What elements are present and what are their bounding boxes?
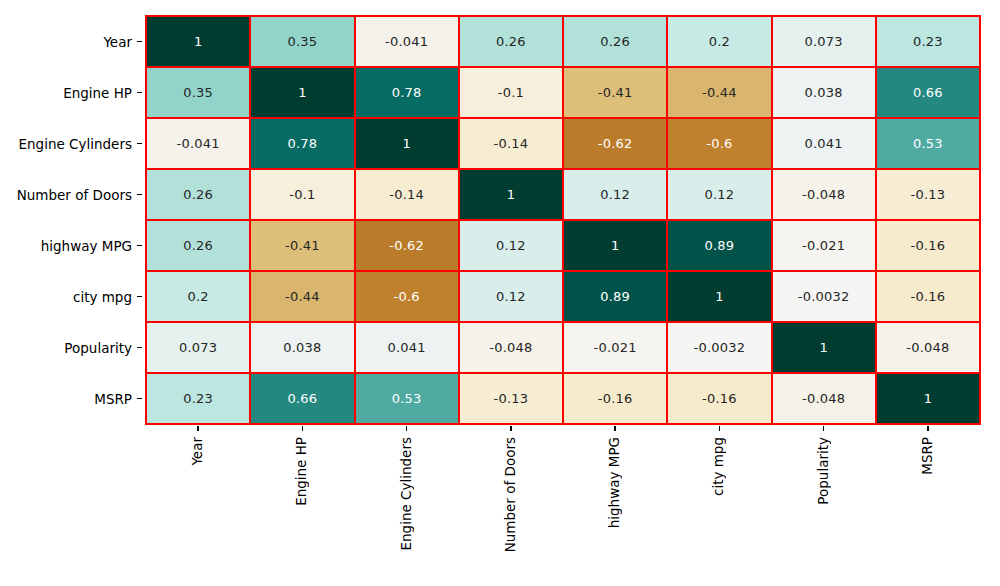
heatmap-cell-highway-mpg-number-of-doors: 0.12 xyxy=(460,221,562,270)
heatmap-cell-engine-cylinders-highway-mpg: -0.62 xyxy=(564,119,666,168)
y-tick-label-engine-cylinders: Engine Cylinders xyxy=(0,135,132,153)
heatmap-cell-year-engine-hp: 0.35 xyxy=(251,17,353,66)
heatmap-cell-engine-cylinders-popularity: 0.041 xyxy=(773,119,875,168)
heatmap-cell-popularity-popularity: 1 xyxy=(773,323,875,372)
x-tick-label-popularity: Popularity xyxy=(815,437,831,505)
heatmap-cell-engine-hp-year: 0.35 xyxy=(147,68,249,117)
heatmap-cell-number-of-doors-msrp: -0.13 xyxy=(877,170,979,219)
heatmap-cell-city-mpg-number-of-doors: 0.12 xyxy=(460,272,562,321)
heatmap-cell-city-mpg-engine-hp: -0.44 xyxy=(251,272,353,321)
x-tick-label-msrp: MSRP xyxy=(919,437,935,475)
heatmap-cell-engine-cylinders-engine-hp: 0.78 xyxy=(251,119,353,168)
heatmap-cell-engine-hp-highway-mpg: -0.41 xyxy=(564,68,666,117)
heatmap-cell-msrp-popularity: -0.048 xyxy=(773,374,875,423)
heatmap-cell-city-mpg-highway-mpg: 0.89 xyxy=(564,272,666,321)
heatmap-cell-engine-hp-engine-cylinders: 0.78 xyxy=(356,68,458,117)
heatmap-cell-popularity-city-mpg: -0.0032 xyxy=(668,323,770,372)
heatmap-cell-number-of-doors-popularity: -0.048 xyxy=(773,170,875,219)
heatmap-cell-number-of-doors-city-mpg: 0.12 xyxy=(668,170,770,219)
heatmap-cell-engine-cylinders-engine-cylinders: 1 xyxy=(356,119,458,168)
heatmap-cell-number-of-doors-number-of-doors: 1 xyxy=(460,170,562,219)
heatmap-cell-highway-mpg-year: 0.26 xyxy=(147,221,249,270)
heatmap-cell-highway-mpg-msrp: -0.16 xyxy=(877,221,979,270)
y-tick-label-msrp: MSRP xyxy=(0,390,132,408)
heatmap-cell-msrp-number-of-doors: -0.13 xyxy=(460,374,562,423)
x-tick-label-highway-mpg: highway MPG xyxy=(606,437,622,528)
heatmap-cell-year-engine-cylinders: -0.041 xyxy=(356,17,458,66)
heatmap-cell-highway-mpg-engine-hp: -0.41 xyxy=(251,221,353,270)
heatmap-cell-msrp-engine-cylinders: 0.53 xyxy=(356,374,458,423)
x-tick-label-year: Year xyxy=(189,437,205,466)
heatmap-cell-engine-cylinders-city-mpg: -0.6 xyxy=(668,119,770,168)
heatmap-cell-msrp-msrp: 1 xyxy=(877,374,979,423)
heatmap-cell-year-year: 1 xyxy=(147,17,249,66)
y-tick-mark xyxy=(137,92,142,94)
x-tick-mark xyxy=(823,426,825,431)
heatmap-cell-popularity-number-of-doors: -0.048 xyxy=(460,323,562,372)
heatmap-cell-highway-mpg-city-mpg: 0.89 xyxy=(668,221,770,270)
heatmap-cell-city-mpg-popularity: -0.0032 xyxy=(773,272,875,321)
y-tick-label-highway-mpg: highway MPG xyxy=(0,237,132,255)
x-tick-label-engine-hp: Engine HP xyxy=(293,437,309,506)
heatmap-cell-popularity-year: 0.073 xyxy=(147,323,249,372)
heatmap-cell-number-of-doors-year: 0.26 xyxy=(147,170,249,219)
heatmap-cell-engine-hp-number-of-doors: -0.1 xyxy=(460,68,562,117)
heatmap-cell-year-msrp: 0.23 xyxy=(877,17,979,66)
heatmap-cell-msrp-city-mpg: -0.16 xyxy=(668,374,770,423)
heatmap-cell-number-of-doors-highway-mpg: 0.12 xyxy=(564,170,666,219)
heatmap-cell-city-mpg-city-mpg: 1 xyxy=(668,272,770,321)
heatmap-cell-engine-cylinders-number-of-doors: -0.14 xyxy=(460,119,562,168)
y-tick-mark xyxy=(137,194,142,196)
heatmap-cell-city-mpg-msrp: -0.16 xyxy=(877,272,979,321)
x-tick-mark xyxy=(510,426,512,431)
y-tick-mark xyxy=(137,143,142,145)
heatmap-cell-city-mpg-engine-cylinders: -0.6 xyxy=(356,272,458,321)
heatmap-cell-city-mpg-year: 0.2 xyxy=(147,272,249,321)
heatmap-cell-msrp-engine-hp: 0.66 xyxy=(251,374,353,423)
y-tick-mark xyxy=(137,398,142,400)
x-tick-label-engine-cylinders: Engine Cylinders xyxy=(398,437,414,551)
heatmap-cell-year-popularity: 0.073 xyxy=(773,17,875,66)
x-tick-label-city-mpg: city mpg xyxy=(710,437,726,496)
y-tick-label-number-of-doors: Number of Doors xyxy=(0,186,132,204)
x-tick-mark xyxy=(197,426,199,431)
heatmap-cell-highway-mpg-highway-mpg: 1 xyxy=(564,221,666,270)
heatmap-cell-highway-mpg-popularity: -0.021 xyxy=(773,221,875,270)
heatmap-cell-engine-hp-popularity: 0.038 xyxy=(773,68,875,117)
heatmap-cell-year-city-mpg: 0.2 xyxy=(668,17,770,66)
x-tick-label-number-of-doors: Number of Doors xyxy=(502,437,518,552)
y-tick-mark xyxy=(137,296,142,298)
heatmap-cell-popularity-engine-cylinders: 0.041 xyxy=(356,323,458,372)
heatmap-cell-engine-cylinders-msrp: 0.53 xyxy=(877,119,979,168)
x-tick-mark xyxy=(927,426,929,431)
y-tick-mark xyxy=(137,41,142,43)
heatmap-cell-popularity-highway-mpg: -0.021 xyxy=(564,323,666,372)
heatmap-cell-highway-mpg-engine-cylinders: -0.62 xyxy=(356,221,458,270)
y-tick-label-popularity: Popularity xyxy=(0,339,132,357)
correlation-heatmap-figure: 10.35-0.0410.260.260.20.0730.230.3510.78… xyxy=(0,0,1000,586)
heatmap-grid: 10.35-0.0410.260.260.20.0730.230.3510.78… xyxy=(145,15,981,425)
heatmap-cell-popularity-msrp: -0.048 xyxy=(877,323,979,372)
heatmap-cell-msrp-year: 0.23 xyxy=(147,374,249,423)
heatmap-cell-year-number-of-doors: 0.26 xyxy=(460,17,562,66)
x-tick-mark xyxy=(719,426,721,431)
heatmap-cell-engine-hp-msrp: 0.66 xyxy=(877,68,979,117)
y-tick-mark xyxy=(137,245,142,247)
x-tick-mark xyxy=(302,426,304,431)
x-tick-mark xyxy=(614,426,616,431)
heatmap-cell-number-of-doors-engine-hp: -0.1 xyxy=(251,170,353,219)
heatmap-cell-year-highway-mpg: 0.26 xyxy=(564,17,666,66)
heatmap-cell-engine-cylinders-year: -0.041 xyxy=(147,119,249,168)
heatmap-cell-engine-hp-engine-hp: 1 xyxy=(251,68,353,117)
heatmap-cell-number-of-doors-engine-cylinders: -0.14 xyxy=(356,170,458,219)
x-tick-mark xyxy=(406,426,408,431)
y-tick-label-city-mpg: city mpg xyxy=(0,288,132,306)
heatmap-cell-engine-hp-city-mpg: -0.44 xyxy=(668,68,770,117)
heatmap-cell-msrp-highway-mpg: -0.16 xyxy=(564,374,666,423)
y-tick-mark xyxy=(137,347,142,349)
y-tick-label-engine-hp: Engine HP xyxy=(0,84,132,102)
heatmap-cell-popularity-engine-hp: 0.038 xyxy=(251,323,353,372)
y-tick-label-year: Year xyxy=(0,33,132,51)
